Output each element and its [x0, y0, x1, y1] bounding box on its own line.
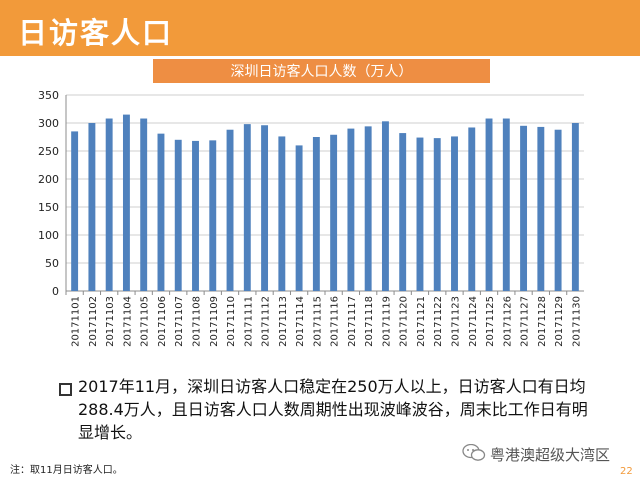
x-tick-label: 20171108: [192, 296, 203, 347]
bar: [399, 133, 407, 291]
bar: [312, 137, 320, 291]
x-tick-label: 20171112: [261, 296, 272, 347]
bar-chart: 0 50 100 150 200 250 300 350 20171101 20171102 201…: [38, 89, 584, 347]
y-tick-label: 200: [38, 173, 59, 186]
x-tick-label: 20171114: [295, 296, 306, 347]
bar: [192, 140, 199, 291]
x-tick-label: 20171101: [71, 296, 82, 347]
bar: [502, 118, 510, 292]
bullet-square-icon: [59, 383, 72, 396]
bar: [295, 145, 303, 291]
bar: [278, 136, 286, 291]
x-tick-label: 20171103: [105, 296, 116, 347]
summary-text: 2017年11月，深圳日访客人口稳定在250万人以上，日访客人口有日均 288.…: [78, 375, 598, 444]
bar: [520, 125, 528, 291]
x-tick-label: 20171123: [451, 296, 462, 347]
x-tick-label: 20171116: [330, 296, 341, 347]
y-tick-label: 300: [38, 117, 59, 130]
y-tick-label: 50: [45, 257, 59, 270]
page-number: 22: [620, 466, 633, 477]
x-tick-label: 20171104: [122, 296, 133, 347]
bar: [140, 118, 148, 292]
summary-line: 288.4万人，且日访客人口人数周期性出现波峰波谷，周末比工作日有明: [78, 400, 588, 419]
bar: [485, 118, 493, 292]
bar: [88, 123, 96, 291]
bar: [451, 136, 458, 291]
y-tick-label: 150: [38, 201, 59, 214]
x-tick-label: 20171122: [433, 296, 444, 347]
x-tick-label: 20171126: [502, 296, 513, 347]
bar: [105, 118, 113, 292]
x-tick-label: 20171115: [312, 296, 323, 347]
x-tick-label: 20171130: [571, 296, 582, 347]
x-tick-label: 20171127: [520, 296, 531, 347]
x-tick-label: 20171120: [399, 296, 410, 347]
footnote: 注：取11月日访客人口。: [10, 465, 123, 476]
bar: [416, 137, 424, 291]
bar: [174, 139, 182, 291]
bar: [261, 125, 269, 292]
x-tick-label: 20171113: [278, 296, 289, 347]
bar: [209, 140, 217, 291]
y-tick-label: 100: [38, 229, 59, 242]
x-tick-label: 20171125: [485, 296, 496, 347]
header-bar: 日访客人口: [0, 0, 640, 56]
summary-line: 显增长。: [78, 423, 143, 442]
bar: [433, 138, 441, 291]
bar: [330, 134, 338, 291]
bar: [71, 131, 79, 291]
x-tick-label: 20171121: [416, 296, 427, 347]
y-tick-label: 350: [38, 89, 59, 102]
x-tick-label: 20171128: [537, 296, 548, 347]
x-tick-label: 20171119: [381, 296, 392, 347]
bar: [381, 121, 389, 291]
x-tick-label: 20171129: [554, 296, 565, 347]
x-tick-label: 20171117: [347, 296, 358, 347]
bar: [243, 124, 251, 292]
x-tick-label: 20171109: [209, 296, 220, 347]
bar: [554, 129, 562, 291]
page-title: 日访客人口: [18, 16, 174, 50]
summary-line: 2017年11月，深圳日访客人口稳定在250万人以上，日访客人口有日均: [78, 377, 586, 396]
y-tick-label: 250: [38, 145, 59, 158]
bar: [347, 128, 355, 291]
x-tick-label: 20171110: [226, 296, 237, 347]
x-tick-label: 20171118: [364, 296, 375, 347]
bar: [157, 133, 165, 291]
bar: [364, 126, 372, 291]
x-tick-label: 20171107: [174, 296, 185, 347]
x-tick-label: 20171124: [468, 296, 479, 347]
x-tick-label: 20171102: [88, 296, 99, 347]
bar: [537, 126, 545, 291]
bar: [226, 129, 234, 291]
y-tick-label: 0: [52, 285, 59, 298]
bar: [571, 123, 579, 291]
chart-title: 深圳日访客人口人数（万人）: [153, 59, 490, 83]
watermark-text: 粤港澳超级大湾区: [490, 446, 611, 464]
wechat-icon: [462, 444, 486, 461]
x-tick-label: 20171111: [243, 296, 254, 347]
x-tick-label: 20171106: [157, 296, 168, 347]
bar: [122, 114, 130, 291]
bar: [468, 127, 476, 291]
x-tick-label: 20171105: [140, 296, 151, 347]
